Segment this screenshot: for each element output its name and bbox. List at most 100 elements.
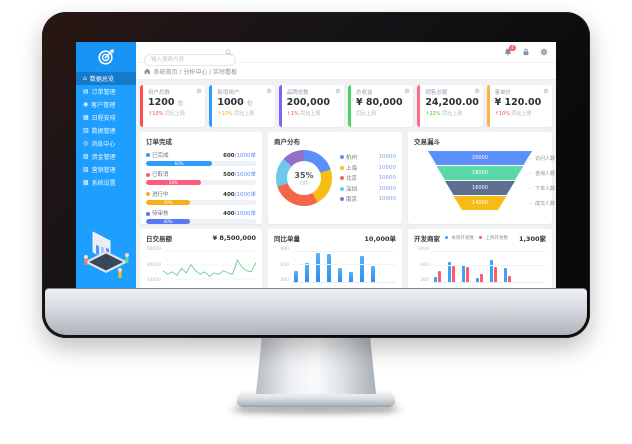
legend-value: 10000 <box>378 196 397 202</box>
sidebar-item-8[interactable]: ▩ 系统设置 <box>76 176 136 189</box>
progress-label: 已完成 <box>146 151 169 159</box>
kpi-delta: ↑22% 同比上周 <box>425 110 463 117</box>
panel-total: ¥ 8,500,000 <box>212 234 256 242</box>
bell-icon[interactable]: 4 <box>504 45 516 56</box>
sidebar-item-label: 订单管理 <box>91 89 116 96</box>
panel-order-volume: 同比单量 10,000单 900 600 300 <box>268 229 402 288</box>
kpi-card-1: 新增用户 1000 位 ↑10% 同比上周 <box>209 85 275 127</box>
kpi-gear-icon[interactable] <box>335 88 341 94</box>
sidebar-item-5[interactable]: ◎ 消息中心 <box>76 137 136 150</box>
monitor-base-shadow <box>228 406 404 415</box>
chart-legend: 本周开发数 上周开发数 <box>445 235 508 241</box>
kpi-gear-icon[interactable] <box>404 88 411 94</box>
panel-order-progress: 订单完成 已完成 600/1000单 60% 已取消 500/1000单 50% 进… <box>140 132 262 224</box>
kpi-value: 200,000 <box>286 97 330 108</box>
panel-title: 订单完成 <box>146 138 172 146</box>
funnel-value: 14000 <box>472 200 488 206</box>
bar <box>371 265 375 282</box>
funnel-label: — 访问人数 <box>528 155 556 163</box>
kpi-card-0: 用户总数 1200 位 ↑10% 同比上周 <box>140 85 206 127</box>
legend-item[interactable]: 深圳 10000 <box>340 185 396 193</box>
bottom-row: 日交易额 ¥ 8,500,000 50000 40000 30000 同比单量 10… <box>140 229 552 288</box>
sidebar-item-7[interactable]: ▨ 营销管理 <box>76 163 136 176</box>
legend-item[interactable]: 南京 10000 <box>340 195 396 203</box>
panel-developers: 开发商家 本周开发数 上周开发数 1,300家 1000 600 200 <box>408 229 552 288</box>
legend-item[interactable]: 北京 10000 <box>340 174 396 182</box>
progress-list: 已完成 600/1000单 60% 已取消 500/1000单 50% 进行中 40… <box>146 151 256 224</box>
sidebar-item-label: 营销管理 <box>91 167 116 174</box>
panel-title: 商户分布 <box>274 138 300 146</box>
progress-count: 400/1000单 <box>223 191 256 198</box>
topbar-icons: 4 <box>504 45 548 56</box>
funnel-value: 20000 <box>472 155 488 161</box>
target-logo-icon <box>98 49 115 65</box>
kpi-value: 24,200.00 <box>425 97 479 108</box>
sidebar-item-icon: ◎ <box>83 139 89 147</box>
app-logo[interactable] <box>76 42 136 72</box>
sidebar-nav: ⌂ 数据总览 ▤ 订单管理 ◉ 客户管理 ▦ 日程安排 ▥ 数据管理 ◎ 消息中心 ▧ 资金管理 ▨ 营销管理… <box>76 72 136 189</box>
bar <box>349 271 353 282</box>
bar <box>360 256 364 282</box>
monitor-stand <box>256 336 376 394</box>
panel-total: 10,000单 <box>364 235 396 243</box>
progress-row: 进行中 400/1000单 40% <box>146 190 256 205</box>
funnel-layer-3: 14000 <box>453 196 507 210</box>
main-area: 4 <box>136 42 556 288</box>
bar <box>294 271 298 282</box>
content-area: 用户总数 1200 位 ↑10% 同比上周 新增用户 1000 位 ↑10% 同比… <box>136 80 556 288</box>
kpi-card-4: 销售总额 24,200.00 ↑22% 同比上周 <box>417 85 483 127</box>
sidebar-item-0[interactable]: ⌂ 数据总览 <box>76 72 136 85</box>
sidebar-item-label: 日程安排 <box>91 115 116 122</box>
kpi-gear-icon[interactable] <box>543 88 549 94</box>
breadcrumb-text[interactable]: 系统首页 / 分析中心 / 实时看板 <box>153 68 238 76</box>
bar-group <box>504 247 511 282</box>
kpi-gear-icon[interactable] <box>473 88 480 94</box>
legend-item[interactable]: 杭州 10000 <box>340 153 396 161</box>
sidebar-item-1[interactable]: ▤ 订单管理 <box>76 85 136 98</box>
funnel-label: — 成交人数 <box>528 200 556 208</box>
bar <box>305 263 309 282</box>
sidebar-item-icon: ▥ <box>83 126 89 134</box>
legend-value: 10000 <box>378 185 397 192</box>
panel-merchant-donut: 商户分布 35% 占比 杭州 10000 上海 10000 北京 10000 深圳 10000… <box>268 132 402 224</box>
bar-group <box>434 247 441 282</box>
legend-value: 10000 <box>378 175 397 181</box>
sidebar-item-label: 数据总览 <box>89 76 114 83</box>
legend-label: 上海 <box>346 165 358 172</box>
search <box>144 46 236 66</box>
progress-label: 已取消 <box>146 170 169 178</box>
legend-item[interactable]: 上海 10000 <box>340 164 396 172</box>
lock-icon[interactable] <box>522 48 530 56</box>
kpi-gear-icon[interactable] <box>196 88 203 94</box>
legend-label: 深圳 <box>346 186 358 193</box>
legend-item[interactable]: 上周开发数 <box>478 235 508 241</box>
monitor-base <box>237 390 395 407</box>
home-icon <box>144 68 150 74</box>
search-input[interactable] <box>144 54 236 66</box>
kpi-label: 销售总额 <box>425 90 448 96</box>
sidebar-item-icon: ▧ <box>83 152 89 160</box>
line-chart <box>162 247 257 287</box>
bar <box>327 253 331 282</box>
sidebar-item-4[interactable]: ▥ 数据管理 <box>76 124 136 137</box>
progress-label: 待审核 <box>146 209 169 217</box>
gear-icon[interactable] <box>540 48 548 56</box>
sidebar-item-2[interactable]: ◉ 客户管理 <box>76 98 136 111</box>
panel-daily-revenue: 日交易额 ¥ 8,500,000 50000 40000 30000 <box>140 229 262 288</box>
search-icon[interactable] <box>225 48 232 56</box>
kpi-label: 新增用户 <box>217 90 240 96</box>
middle-row: 订单完成 已完成 600/1000单 60% 已取消 500/1000单 50% 进… <box>140 132 555 224</box>
sidebar-item-6[interactable]: ▧ 资金管理 <box>76 150 136 163</box>
kpi-row: 用户总数 1200 位 ↑10% 同比上周 新增用户 1000 位 ↑10% 同比… <box>140 85 552 127</box>
legend-item[interactable]: 本周开发数 <box>445 235 474 241</box>
sidebar-item-3[interactable]: ▦ 日程安排 <box>76 111 136 124</box>
legend-label: 南京 <box>346 197 358 203</box>
funnel-label: — 咨询人数 <box>528 170 556 178</box>
kpi-gear-icon[interactable] <box>265 88 272 94</box>
donut-percent: 35% <box>294 170 314 180</box>
notification-badge: 4 <box>509 45 516 51</box>
kpi-delta: 同比上周 <box>355 110 376 117</box>
progress-row: 已取消 500/1000单 50% <box>146 170 256 185</box>
progress-label: 进行中 <box>146 190 169 198</box>
sidebar-item-icon: ◉ <box>83 100 89 108</box>
